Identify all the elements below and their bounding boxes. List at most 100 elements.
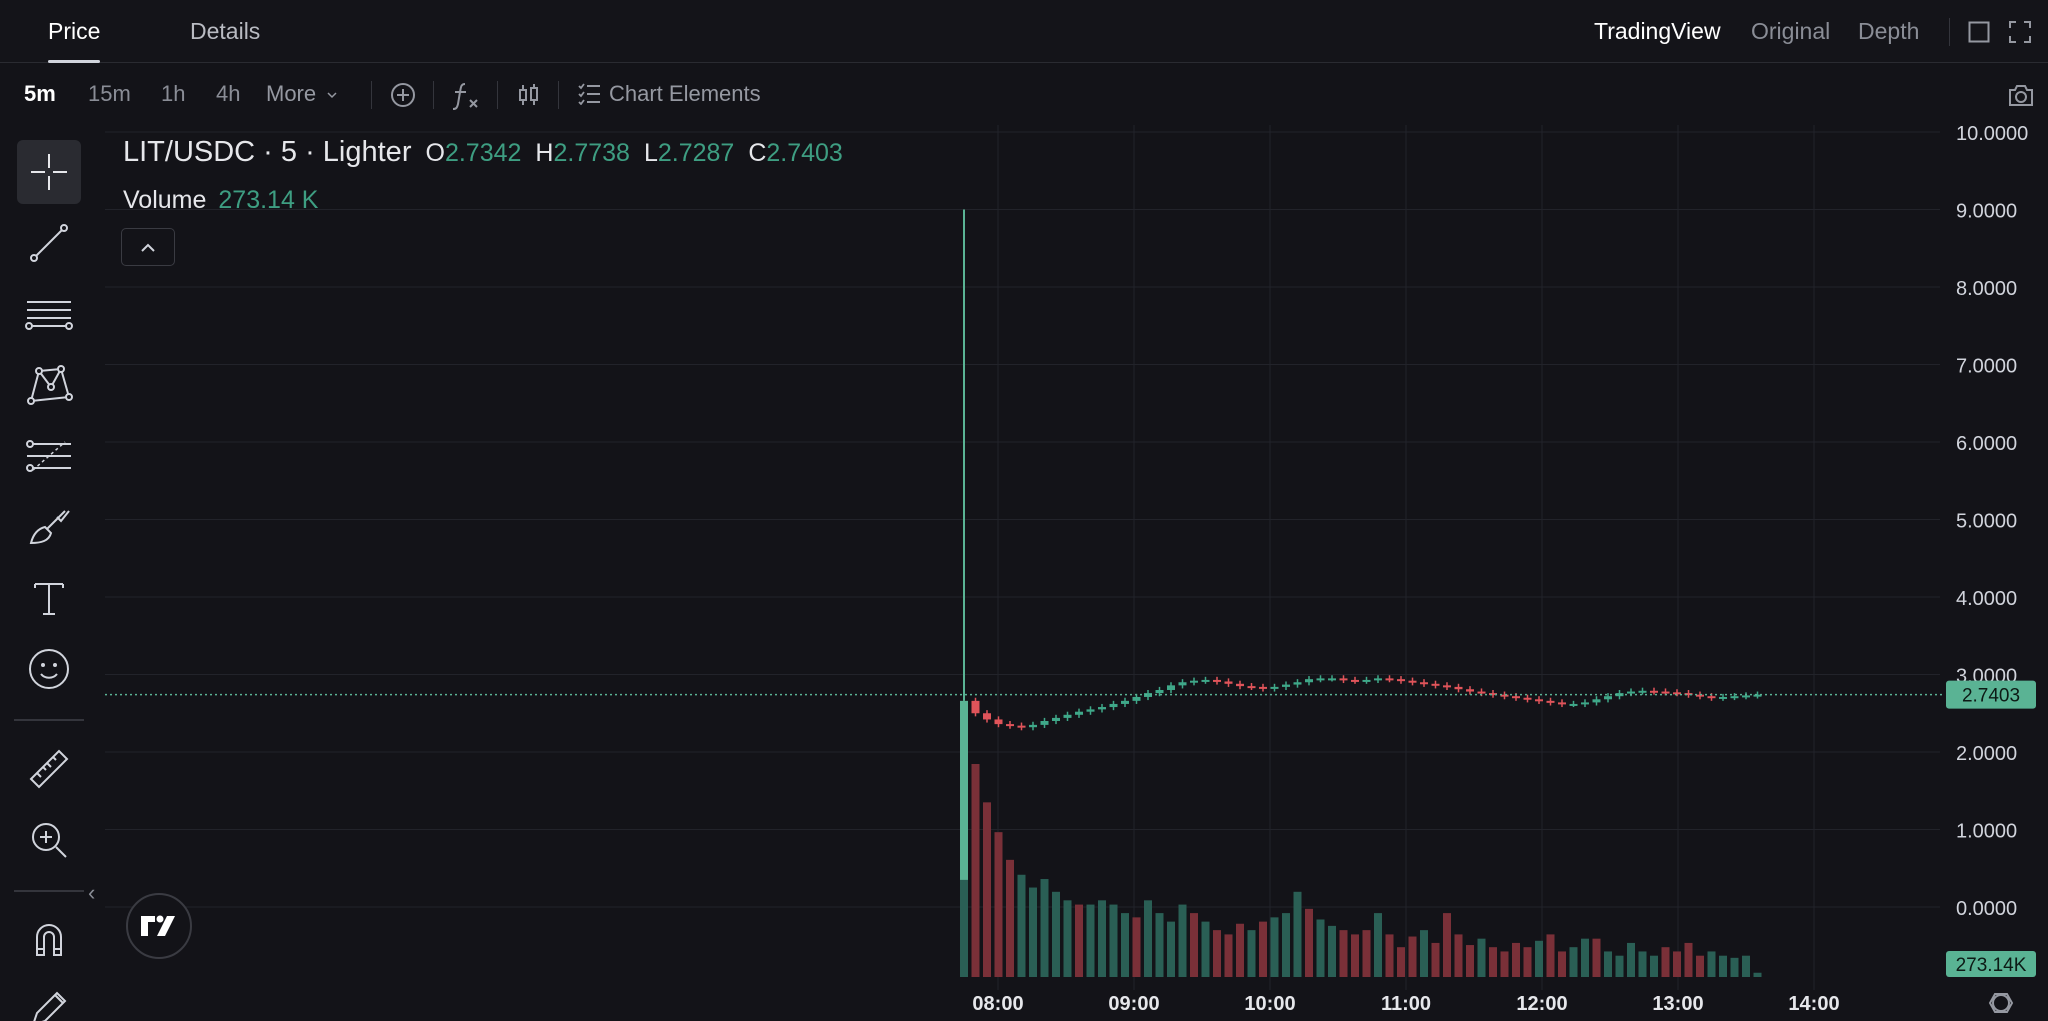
low-label: L — [643, 139, 658, 167]
volume-bar — [1454, 934, 1463, 977]
x-axis-tick-label: 14:00 — [1788, 993, 1839, 1015]
fib-retracement-tool[interactable] — [17, 424, 81, 488]
volume-bar — [1397, 947, 1405, 977]
more-intervals-dropdown[interactable]: More — [266, 63, 338, 125]
volume-bar — [1650, 955, 1658, 977]
horizontal-lines-tool[interactable] — [17, 282, 81, 346]
x-axis-tick-label: 09:00 — [1108, 993, 1159, 1015]
ruler-tool[interactable] — [17, 737, 81, 801]
volume-bar — [1351, 934, 1359, 977]
volume-bar — [1374, 913, 1382, 977]
indicators-fx-icon[interactable] — [451, 80, 481, 110]
volume-bar — [1167, 921, 1175, 977]
candle-body — [1707, 696, 1716, 699]
volume-bar — [1581, 938, 1589, 977]
last-volume-badge — [1946, 951, 2036, 977]
lock-drawing-tool[interactable] — [17, 975, 81, 1021]
emoji-tool[interactable] — [17, 637, 81, 701]
y-axis-tick-label: 1.0000 — [1956, 821, 2017, 843]
tab-details[interactable]: Details — [166, 0, 284, 63]
chevron-down-icon — [327, 92, 337, 99]
top-divider — [1949, 18, 1950, 46]
text-icon — [34, 583, 64, 615]
interval-1h-button[interactable]: 1h — [161, 63, 185, 125]
candle-style-icon[interactable] — [516, 82, 542, 108]
single-layout-icon[interactable] — [1968, 21, 1990, 43]
candle-body — [1408, 680, 1417, 683]
y-axis-tick-label: 5.0000 — [1956, 511, 2017, 533]
y-axis-tick-label: 4.0000 — [1956, 588, 2017, 610]
volume-bar — [1224, 934, 1233, 977]
candle-body — [1259, 686, 1267, 689]
volume-bar — [1213, 930, 1221, 977]
tradingview-logo[interactable] — [126, 893, 192, 959]
volume-bar — [1339, 930, 1348, 977]
volume-bar — [1753, 972, 1762, 977]
y-axis-tick-label: 2.0000 — [1956, 743, 2017, 765]
chart-elements-button[interactable]: Chart Elements — [577, 63, 761, 125]
settings-gear-icon[interactable] — [1992, 994, 2010, 1012]
y-axis-tick-label: 7.0000 — [1956, 356, 2017, 378]
interval-4h-button[interactable]: 4h — [216, 63, 240, 125]
candle-body — [983, 713, 991, 720]
horizontal-lines-icon — [25, 301, 73, 330]
candle-body — [1385, 678, 1394, 681]
candle-body — [1098, 707, 1106, 710]
tradingview-logo-icon — [141, 915, 175, 936]
tab-active-underline — [48, 60, 101, 63]
candle-body — [1339, 678, 1348, 681]
y-axis-tick-label: 10.0000 — [1956, 123, 2028, 145]
ruler-icon — [29, 749, 69, 789]
volume-bar — [1247, 930, 1256, 977]
candle-body — [1167, 685, 1175, 690]
view-original-button[interactable]: Original — [1751, 0, 1830, 63]
volume-legend: Volume 273.14 K — [123, 186, 318, 215]
candle-body — [1247, 686, 1256, 689]
magnet-icon — [36, 924, 62, 956]
brush-icon — [29, 510, 70, 545]
brush-tool[interactable] — [17, 495, 81, 559]
x-axis-tick-label: 08:00 — [972, 993, 1023, 1015]
volume-bar — [1132, 917, 1141, 977]
volume-bar — [1523, 947, 1532, 977]
volume-bar — [1086, 904, 1095, 977]
collapse-sidebar-chevron-icon[interactable]: ‹ — [88, 880, 96, 905]
low-value: 2.7287 — [657, 139, 735, 167]
candle-body — [960, 700, 968, 880]
candle-body — [1535, 699, 1543, 702]
open-label: O — [425, 139, 445, 167]
tab-price[interactable]: Price — [24, 0, 124, 63]
compare-add-symbol-icon[interactable] — [390, 82, 416, 108]
view-tradingview-button[interactable]: TradingView — [1594, 0, 1721, 63]
fullscreen-icon[interactable] — [2008, 20, 2032, 44]
volume-bar — [1144, 900, 1152, 977]
candle-body — [1017, 725, 1026, 728]
toolbar-divider — [558, 81, 559, 109]
text-tool[interactable] — [17, 566, 81, 630]
emoji-icon — [29, 649, 69, 689]
candle-body — [1362, 679, 1371, 682]
trend-line-tool[interactable] — [17, 211, 81, 275]
close-value: 2.7403 — [766, 139, 843, 167]
collapse-legend-button[interactable] — [121, 228, 175, 266]
camera-snapshot-icon[interactable] — [2007, 82, 2035, 108]
candle-body — [1328, 678, 1336, 681]
volume-bar — [1040, 879, 1049, 977]
volume-bar — [1178, 904, 1187, 977]
magnet-tool[interactable] — [17, 907, 81, 971]
volume-bar — [1696, 955, 1704, 977]
candle-body — [1397, 679, 1405, 682]
candle-body — [1293, 682, 1302, 685]
candle-body — [1213, 679, 1221, 682]
pattern-tool[interactable] — [17, 353, 81, 417]
candle-body — [1650, 690, 1658, 693]
volume-bar — [1673, 951, 1681, 977]
candle-body — [1109, 703, 1118, 708]
view-depth-button[interactable]: Depth — [1858, 0, 1919, 63]
interval-15m-button[interactable]: 15m — [88, 63, 131, 125]
crosshair-tool[interactable] — [17, 140, 81, 204]
zoom-in-tool[interactable] — [17, 808, 81, 872]
candle-body — [1466, 689, 1474, 692]
interval-5m-button[interactable]: 5m — [24, 63, 56, 125]
